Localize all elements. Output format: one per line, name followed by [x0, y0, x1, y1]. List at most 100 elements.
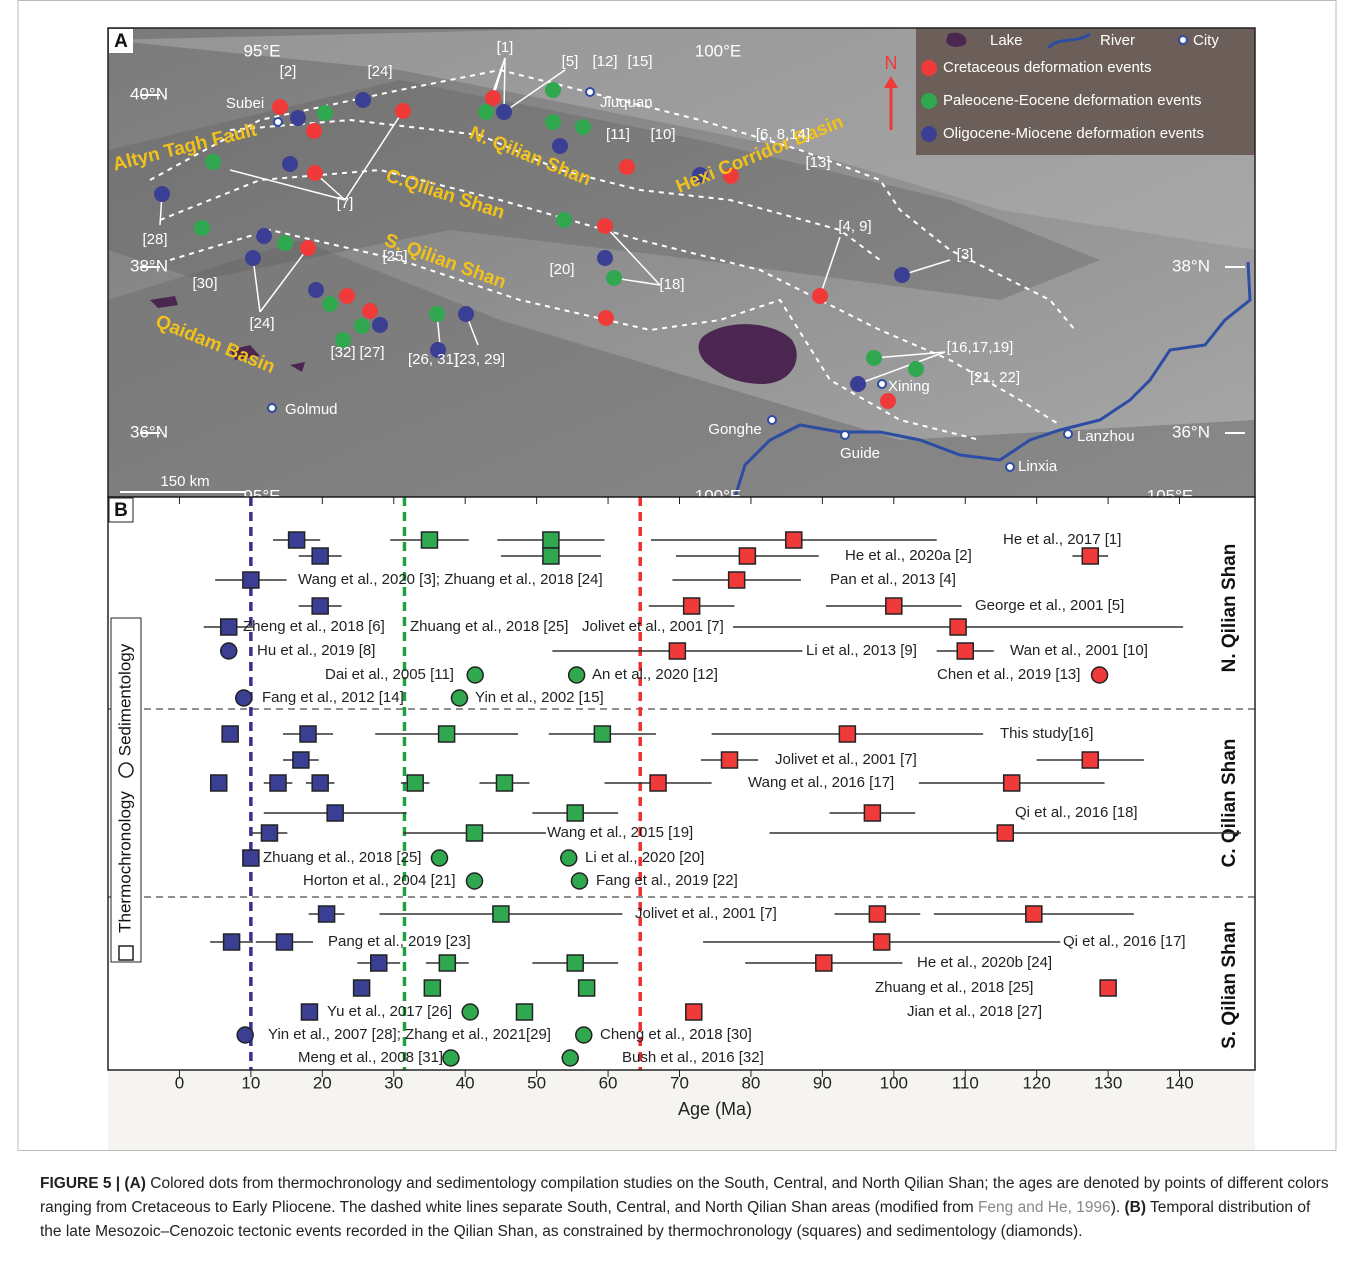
point: [431, 850, 447, 866]
reference-label: Yu et al., 2017 [26]: [327, 1003, 452, 1020]
event-dot: [606, 270, 622, 286]
reference-label: Pang et al., 2019 [23]: [328, 933, 471, 950]
reference-label: [1]: [497, 39, 514, 56]
point: [466, 873, 482, 889]
point: [786, 532, 802, 548]
reference-label: Horton et al., 2004 [21]: [303, 872, 456, 889]
coordinate-label: 36°N: [1172, 422, 1210, 441]
point: [561, 850, 577, 866]
point: [729, 572, 745, 588]
event-dot: [395, 103, 411, 119]
caption-figure: FIGURE 5 | (A): [40, 1175, 146, 1192]
event-dot: [308, 282, 324, 298]
reference-label: He et al., 2020a [2]: [845, 547, 972, 564]
event-dot: [496, 104, 512, 120]
point: [594, 726, 610, 742]
point: [669, 643, 685, 659]
x-tick-label: 30: [384, 1073, 403, 1092]
x-tick-label: 70: [670, 1073, 689, 1092]
point: [516, 1004, 532, 1020]
point: [493, 906, 509, 922]
point: [997, 825, 1013, 841]
point: [237, 1027, 253, 1043]
event-dot: [866, 350, 882, 366]
reference-label: [27]: [359, 344, 384, 361]
north-label: N: [885, 53, 898, 73]
legend-label: Cretaceous deformation events: [943, 59, 1151, 76]
point: [562, 1050, 578, 1066]
point: [739, 548, 755, 564]
reference-label: [15]: [627, 53, 652, 70]
point: [839, 726, 855, 742]
reference-label: Hu et al., 2019 [8]: [257, 642, 375, 659]
point: [451, 690, 467, 706]
coordinate-label: 95°E: [243, 41, 280, 60]
city-marker: [268, 404, 276, 412]
legend-marker: [921, 60, 937, 76]
point: [289, 532, 305, 548]
group-label: C. Qilian Shan: [1219, 739, 1240, 868]
city-label: Lanzhou: [1077, 428, 1135, 445]
city-label: Xining: [888, 378, 930, 395]
event-dot: [485, 90, 501, 106]
reference-label: [12]: [592, 53, 617, 70]
point: [261, 825, 277, 841]
point: [571, 873, 587, 889]
city-marker: [768, 416, 776, 424]
reference-label: Li et al., 2013 [9]: [806, 642, 917, 659]
x-tick-label: 90: [813, 1073, 832, 1092]
group-label: S. Qilian Shan: [1219, 921, 1240, 1049]
reference-label: Jian et al., 2018 [27]: [907, 1003, 1042, 1020]
event-dot: [598, 310, 614, 326]
event-dot: [575, 119, 591, 135]
point: [221, 619, 237, 635]
event-dot: [154, 186, 170, 202]
point: [221, 643, 237, 659]
city-label: Subei: [226, 95, 264, 112]
event-dot: [372, 317, 388, 333]
point: [466, 825, 482, 841]
city-marker: [1006, 463, 1014, 471]
x-tick-label: 40: [456, 1073, 475, 1092]
event-dot: [245, 250, 261, 266]
legend-label: Lake: [990, 32, 1023, 49]
point: [236, 690, 252, 706]
reference-label: Cheng et al., 2018 [30]: [600, 1026, 752, 1043]
point: [686, 1004, 702, 1020]
point: [869, 906, 885, 922]
city-marker: [878, 380, 886, 388]
point: [439, 726, 455, 742]
panel-label: A: [114, 31, 128, 52]
point: [421, 532, 437, 548]
reference-label: [24]: [367, 63, 392, 80]
reference-label: He et al., 2017 [1]: [1003, 531, 1121, 548]
city-marker: [841, 431, 849, 439]
point: [1092, 667, 1108, 683]
point: [462, 1004, 478, 1020]
point: [312, 598, 328, 614]
leader-line: [504, 58, 505, 112]
point: [211, 775, 227, 791]
event-dot: [552, 138, 568, 154]
event-dot: [194, 220, 210, 236]
point: [684, 598, 700, 614]
point: [874, 934, 890, 950]
reference-label: Zhuang et al., 2018 [25]: [875, 979, 1033, 996]
point: [443, 1050, 459, 1066]
reference-label: An et al., 2020 [12]: [592, 666, 718, 683]
reference-label: He et al., 2020b [24]: [917, 954, 1052, 971]
legend-city: [1179, 36, 1187, 44]
reference-label: Yin et al., 2002 [15]: [475, 689, 604, 706]
x-tick-label: 0: [175, 1073, 184, 1092]
page: { "map": { "panel_label": "A", "coordina…: [0, 0, 1354, 1286]
coordinate-label: 40°N: [130, 84, 168, 103]
chart-panel: 0102030405060708090100110120130140Age (M…: [108, 497, 1255, 1119]
event-dot: [908, 361, 924, 377]
caption-reference[interactable]: Feng and He, 1996: [978, 1199, 1111, 1216]
reference-label: Wan et al., 2001 [10]: [1010, 642, 1148, 659]
reference-label: [28]: [142, 231, 167, 248]
reference-label: Zheng et al., 2018 [6]: [243, 618, 385, 635]
x-tick-label: 80: [741, 1073, 760, 1092]
point: [371, 955, 387, 971]
